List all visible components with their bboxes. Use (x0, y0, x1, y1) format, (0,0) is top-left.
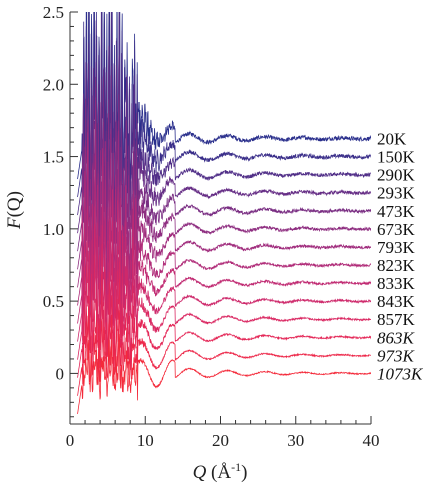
series-label-150K: 150K (377, 148, 416, 167)
series-label-863K: 863K (377, 328, 416, 347)
y-tick-label: 1.0 (43, 220, 64, 239)
series-line-973K (77, 306, 371, 396)
y-tick-label: 2.0 (43, 75, 64, 94)
axes: 0 0.5 1.0 1.5 2.0 2.5 0 10 20 30 40 (43, 3, 380, 450)
curves (77, 12, 371, 414)
series-label-20K: 20K (377, 129, 407, 148)
series-label-833K: 833K (377, 274, 416, 293)
x-tick-label: 10 (137, 431, 154, 450)
series-label-1073K: 1073K (377, 364, 424, 383)
series-label-673K: 673K (377, 220, 416, 239)
x-tick-label: 0 (66, 431, 75, 450)
y-tick-label: 0 (56, 364, 65, 383)
series-label-823K: 823K (377, 256, 416, 275)
series-line-293K (77, 45, 371, 255)
series-line-823K (77, 148, 371, 314)
y-tick-label: 0.5 (43, 292, 64, 311)
series-label-290K: 290K (377, 166, 416, 185)
series-labels: 20K150K290K293K473K673K793K823K833K843K8… (377, 129, 424, 383)
x-axis-title: Q (Å-1) (193, 460, 248, 483)
y-axis-title: F(Q) (4, 191, 25, 230)
series-label-793K: 793K (377, 238, 416, 257)
series-label-843K: 843K (377, 292, 416, 311)
x-tick-label: 20 (212, 431, 229, 450)
y-tick-label: 1.5 (43, 148, 64, 167)
series-line-863K (77, 274, 371, 378)
series-label-973K: 973K (377, 346, 416, 365)
x-tick-label: 30 (287, 431, 304, 450)
x-tick-label: 40 (363, 431, 380, 450)
series-line-673K (77, 97, 371, 277)
series-line-1073K (77, 333, 371, 414)
series-label-473K: 473K (377, 202, 416, 221)
series-label-857K: 857K (377, 310, 416, 329)
y-tick-label: 2.5 (43, 3, 64, 22)
series-line-857K (77, 243, 371, 360)
series-label-293K: 293K (377, 184, 416, 203)
